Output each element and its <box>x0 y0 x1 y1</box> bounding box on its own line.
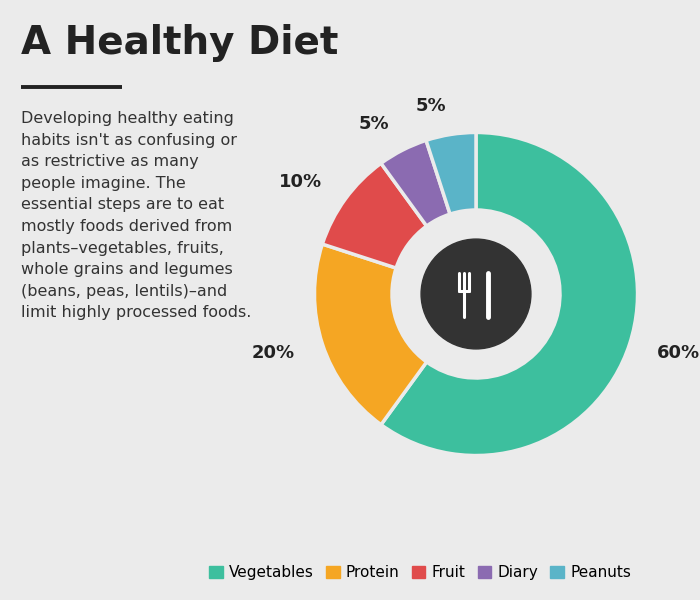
Circle shape <box>392 210 560 378</box>
Wedge shape <box>426 133 476 214</box>
Text: 5%: 5% <box>416 97 446 115</box>
Wedge shape <box>381 133 638 455</box>
Wedge shape <box>381 140 450 226</box>
Wedge shape <box>323 163 426 268</box>
Text: Developing healthy eating
habits isn't as confusing or
as restrictive as many
pe: Developing healthy eating habits isn't a… <box>21 111 251 320</box>
Wedge shape <box>314 244 426 425</box>
Text: 20%: 20% <box>251 344 295 362</box>
Legend: Vegetables, Protein, Fruit, Diary, Peanuts: Vegetables, Protein, Fruit, Diary, Peanu… <box>203 559 637 586</box>
Circle shape <box>421 239 531 349</box>
Text: A Healthy Diet: A Healthy Diet <box>21 24 338 62</box>
Text: 5%: 5% <box>359 115 389 133</box>
Text: 10%: 10% <box>279 173 322 191</box>
Text: 60%: 60% <box>657 344 700 362</box>
